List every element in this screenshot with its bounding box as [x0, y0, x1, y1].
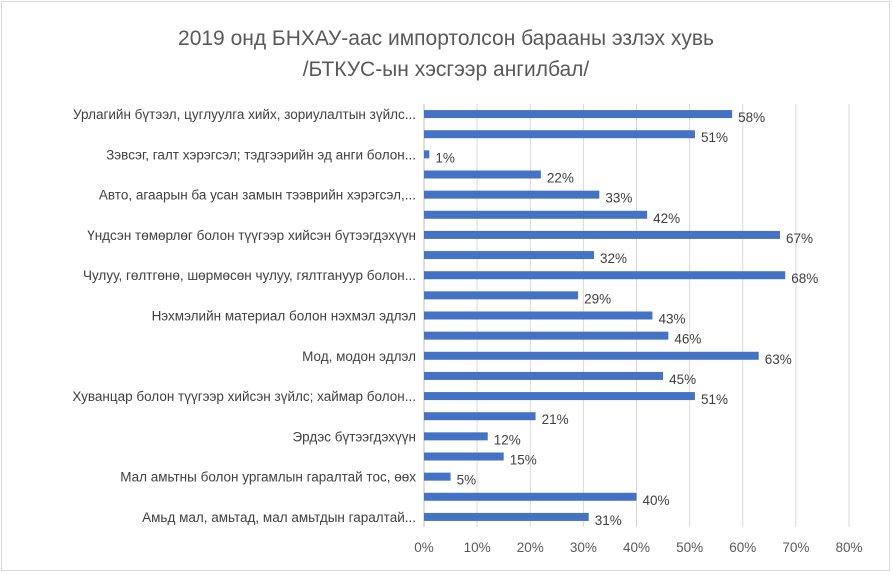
- data-label: 21%: [542, 412, 569, 427]
- bar: [424, 371, 664, 380]
- x-tick-label: 60%: [729, 540, 756, 555]
- data-label: 51%: [701, 130, 728, 145]
- bar: [424, 230, 780, 239]
- data-label: 67%: [786, 231, 813, 246]
- bar: [424, 432, 488, 441]
- x-tick-label: 80%: [835, 540, 862, 555]
- bar: [424, 351, 759, 360]
- x-tick-label: 50%: [676, 540, 703, 555]
- bar: [424, 291, 579, 300]
- x-tick-label: 40%: [623, 540, 650, 555]
- category-label: Чулуу, гөлтгөнө, шөрмөсөн чулуу, гялтган…: [83, 268, 416, 283]
- bar: [424, 170, 541, 179]
- data-label: 32%: [600, 251, 627, 266]
- bar: [424, 492, 637, 501]
- data-label: 43%: [658, 312, 685, 327]
- data-label: 33%: [605, 191, 632, 206]
- bar: [424, 472, 451, 481]
- bar: [424, 512, 589, 521]
- category-label: Амьд мал, амьтад, мал амьтдын гаралтай..…: [142, 510, 416, 525]
- x-tick-label: 70%: [782, 540, 809, 555]
- category-label: Хуванцар болон түүгээр хийсэн зүйлс; хай…: [72, 389, 416, 404]
- data-label: 63%: [765, 352, 792, 367]
- data-label: 15%: [510, 453, 537, 468]
- data-label: 40%: [643, 493, 670, 508]
- bar: [424, 130, 695, 139]
- chart-subtitle: /БТКУС-ын хэсгээр ангилбал/: [303, 58, 590, 81]
- bar: [424, 251, 594, 260]
- data-label: 29%: [584, 291, 611, 306]
- data-label: 68%: [791, 271, 818, 286]
- bar: [424, 190, 600, 199]
- x-tick-label: 10%: [464, 540, 491, 555]
- category-label: Нэхмэлийн материал болон нэхмэл эдлэл: [152, 309, 416, 324]
- bar: [424, 412, 536, 421]
- data-label: 51%: [701, 392, 728, 407]
- bar: [424, 311, 653, 320]
- x-tick-label: 20%: [517, 540, 544, 555]
- category-label: Урлагийн бүтээл, цуглуулга хийх, зориула…: [73, 107, 416, 122]
- bar: [424, 392, 695, 401]
- bar: [424, 110, 733, 119]
- category-label: Үндсэн төмөрлөг болон түүгээр хийсэн бүт…: [87, 228, 416, 243]
- category-label: Мал амьтны болон ургамлын гаралтай тос, …: [120, 470, 416, 485]
- data-label: 45%: [669, 372, 696, 387]
- bar: [424, 331, 669, 340]
- data-label: 58%: [738, 110, 765, 125]
- category-label: Зэвсэг, галт хэрэгсэл; тэдгээрийн эд анг…: [106, 147, 416, 162]
- category-label: Эрдэс бүтээгдэхүүн: [292, 429, 416, 444]
- bar: [424, 452, 504, 461]
- x-tick-label: 0%: [414, 540, 434, 555]
- category-label: Мод, модон эдлэл: [302, 349, 416, 364]
- x-tick-label: 30%: [570, 540, 597, 555]
- bar: [424, 150, 430, 159]
- chart-title: 2019 онд БНХАУ-аас импортолсон барааны э…: [178, 27, 714, 50]
- data-label: 5%: [457, 473, 477, 488]
- data-label: 12%: [494, 432, 521, 447]
- data-label: 31%: [595, 513, 622, 528]
- category-label: Авто, агаарын ба усан замын тээврийн хэр…: [99, 188, 416, 203]
- bar: [424, 271, 786, 280]
- data-label: 1%: [435, 150, 455, 165]
- data-label: 42%: [653, 211, 680, 226]
- data-label: 22%: [547, 171, 574, 186]
- bar: [424, 210, 648, 219]
- data-label: 46%: [674, 332, 701, 347]
